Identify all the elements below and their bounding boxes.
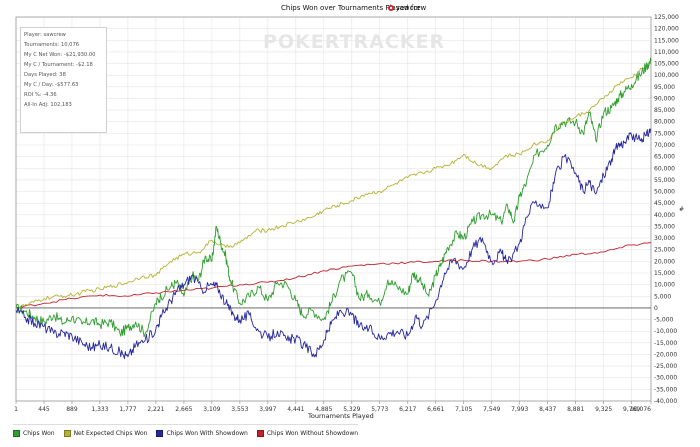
series-line-chips-won-with-showdown [15,128,652,360]
x-tick-label: 1,333 [91,406,108,413]
x-tick-label: 7,993 [511,406,528,413]
y-tick-label: 125,000 [654,14,679,21]
y-tick-label: 45,000 [654,200,675,207]
x-tick-label: 2,221 [147,406,164,413]
x-tick-label: 8,437 [539,406,556,413]
watermark: POKERTRACKER [263,31,445,53]
stat-per-tournament: My C / Tournament: -$2.18 [24,62,93,68]
legend-item: Chips Won With Showdown [156,429,248,437]
y-tick-label: 50,000 [654,189,675,196]
y-tick-label: 40,000 [654,212,675,219]
x-tick-label: 3,109 [203,406,220,413]
y-tick-label: 105,000 [654,61,679,68]
y-tick-label: 110,000 [654,49,679,56]
series-line-net-expected-chips-won [15,62,652,310]
stat-player: Player: sawcrew [24,32,66,38]
x-tick-label: 5,773 [371,406,388,413]
x-tick-label: 7,549 [483,406,500,413]
stat-days-played: Days Played: 38 [24,72,66,78]
y-tick-label: 90,000 [654,95,675,102]
y-tick-label: -15,000 [654,340,677,347]
y-tick-label: 100,000 [654,72,679,79]
x-ticks: 1 445 889 1,333 1,777 2,221 2,665 3,109 3,553 3,9… [14,401,652,413]
y-tick-label: 5,000 [654,293,671,300]
y-tick-label: 75,000 [654,130,675,137]
x-tick-label: 1 [14,406,18,413]
x-tick-label: 6,661 [427,406,444,413]
y-tick-label: -35,000 [654,386,677,393]
y-tick-label: -10,000 [654,328,677,335]
stat-roi: ROI %: -4.36 [24,92,57,98]
legend-swatch [63,429,71,437]
legend-item: Net Expected Chips Won [63,429,148,437]
x-tick-label: 1,777 [119,406,136,413]
y-axis-marker: # [679,206,684,213]
y-tick-label: -5,000 [654,317,674,324]
x-tick-label: 2,665 [175,406,192,413]
x-tick-label: 6,217 [399,406,416,413]
stat-per-day: My C / Day: -$577.63 [24,82,79,88]
y-tick-label: 10,000 [654,282,675,289]
y-tick-label: -20,000 [654,351,677,358]
plot-frame [15,16,652,402]
legend-swatch [13,429,20,437]
legend-item: Chips Won Without Showdown [256,429,359,437]
x-tick-label: 3,553 [231,406,248,413]
title-logo-icon [388,5,394,11]
legend: Chips Won Net Expected Chips Won Chips Won… [13,424,359,439]
legend-label: Chips Won Without Showdown [266,429,359,437]
series-group [15,57,652,360]
series-line-chips-won [15,57,652,338]
y-tick-label: 85,000 [654,107,675,114]
y-tick-label: 95,000 [654,84,675,91]
x-tick-label: 3,997 [259,406,276,413]
y-tick-label: 65,000 [654,154,675,161]
y-tick-label: -40,000 [654,398,677,405]
x-tick-label: 4,885 [315,406,332,413]
stat-tournaments: Tournaments: 10,076 [24,42,80,48]
legend-item: Chips Won [13,429,55,437]
y-tick-label: 115,000 [654,37,679,44]
x-tick-label: 4,441 [287,406,304,413]
x-tick-label: 9,325 [595,406,612,413]
stat-net-won: My C Net Won: -$21,930.00 [24,52,96,58]
stats-panel: Player: sawcrew Tournaments: 10,076 My C… [20,27,107,133]
y-ticks: 125,000 120,000 115,000 110,000 105,000 100,0… [654,14,679,405]
legend-label: Chips Won [23,429,55,437]
y-tick-label: 80,000 [654,119,675,126]
x-tick-label: 7,105 [455,406,472,413]
x-tick-label: 9,769 [623,406,640,413]
legend-swatch [256,429,264,437]
y-tick-label: -30,000 [654,375,677,382]
y-tick-label: 30,000 [654,235,675,242]
chart-title-player: sawcrew [396,4,427,12]
grid-lines [15,16,652,402]
x-axis-label: Tournaments Played [307,412,374,420]
y-tick-label: -25,000 [654,363,677,370]
x-tick-label: 10,076 [630,406,651,413]
y-tick-label: 20,000 [654,258,675,265]
series-line-chips-won-without-showdown [15,242,651,309]
y-tick-label: 0 [654,305,658,312]
y-tick-label: 60,000 [654,165,675,172]
legend-label: Chips Won With Showdown [166,429,248,437]
y-tick-label: 25,000 [654,247,675,254]
x-tick-label: 8,881 [567,406,584,413]
legend-swatch [156,429,164,437]
x-tick-label: 889 [66,406,78,413]
y-tick-label: 70,000 [654,142,675,149]
x-tick-label: 5,329 [343,406,360,413]
y-tick-label: 120,000 [654,26,679,33]
x-tick-label: 445 [38,406,50,413]
y-tick-label: 55,000 [654,177,675,184]
y-tick-label: 35,000 [654,223,675,230]
axes [15,16,652,402]
chart-title: Chips Won over Tournaments Played for [281,4,421,12]
y-tick-label: 15,000 [654,270,675,277]
stat-allin-adj: All-In Adj: 102,183 [24,102,72,108]
legend-label: Net Expected Chips Won [73,429,148,437]
